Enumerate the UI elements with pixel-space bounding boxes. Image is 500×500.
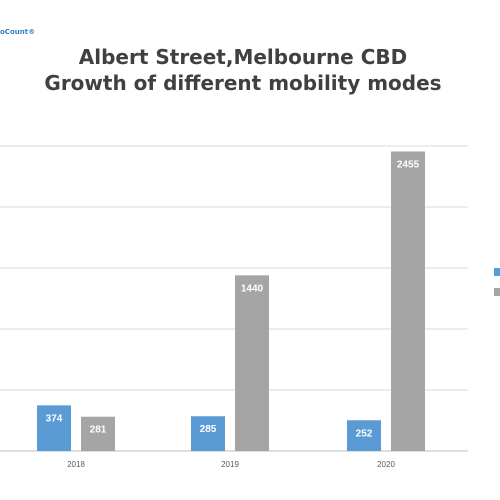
data-label-2020-series-2: 2455 — [397, 159, 420, 170]
bar-2020-series-2 — [391, 151, 425, 452]
data-label-2018-series-1: 374 — [46, 413, 63, 424]
bar-2018-series-2 — [81, 416, 115, 451]
x-tick-label-2020: 2020 — [377, 460, 395, 469]
x-tick-label-2018: 2018 — [67, 460, 85, 469]
bar-2018-series-1 — [37, 405, 71, 451]
data-label-2019-series-1: 285 — [200, 424, 217, 435]
chart-title-line1: Albert Street,Melbourne CBD — [78, 45, 408, 69]
legend-swatch-series-1 — [494, 268, 500, 276]
x-tick-label-2019: 2019 — [221, 460, 239, 469]
data-label-2018-series-2: 281 — [90, 425, 107, 436]
data-label-2019-series-2: 1440 — [241, 283, 264, 294]
bar-2019-series-2 — [235, 275, 269, 451]
chart-title-line2: Growth of different mobility modes — [44, 71, 442, 95]
brand-logo-text: oCount® — [0, 28, 36, 36]
bar-2019-series-1 — [191, 416, 225, 451]
data-label-2020-series-1: 252 — [356, 428, 373, 439]
bar-2020-series-1 — [347, 420, 381, 451]
legend-swatch-series-2 — [494, 288, 500, 296]
